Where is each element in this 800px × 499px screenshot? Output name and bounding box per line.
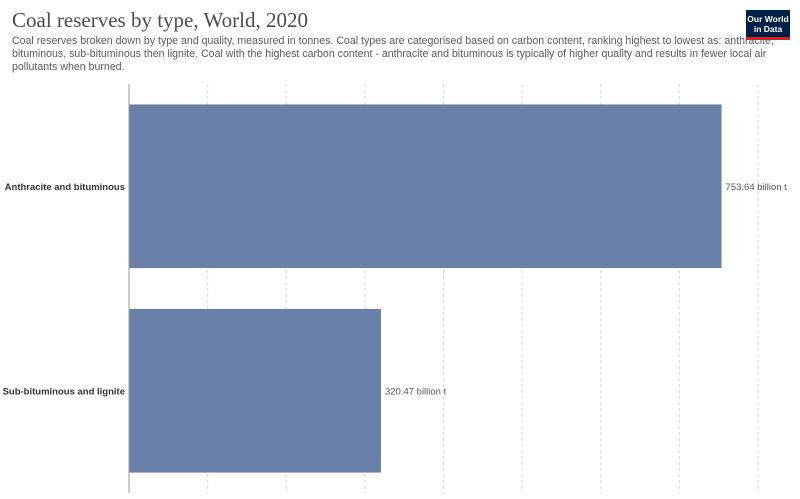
logo-line-1: Our World [747,14,789,24]
owid-logo[interactable]: Our World in Data [746,10,790,40]
value-label: 320.47 billion t [385,386,447,397]
value-label: 753.64 billion t [726,182,788,193]
category-label: Anthracite and bituminous [5,182,125,193]
chart-subtitle: Coal reserves broken down by type and qu… [12,35,774,73]
category-label: Sub-bituminous and lignite [3,386,125,397]
bar-chart: Anthracite and bituminous 753.64 billion … [3,84,788,493]
bar [129,308,381,473]
logo-line-2: in Data [753,24,783,34]
bar [129,104,722,269]
chart-title: Coal reserves by type, World, 2020 [12,8,308,32]
